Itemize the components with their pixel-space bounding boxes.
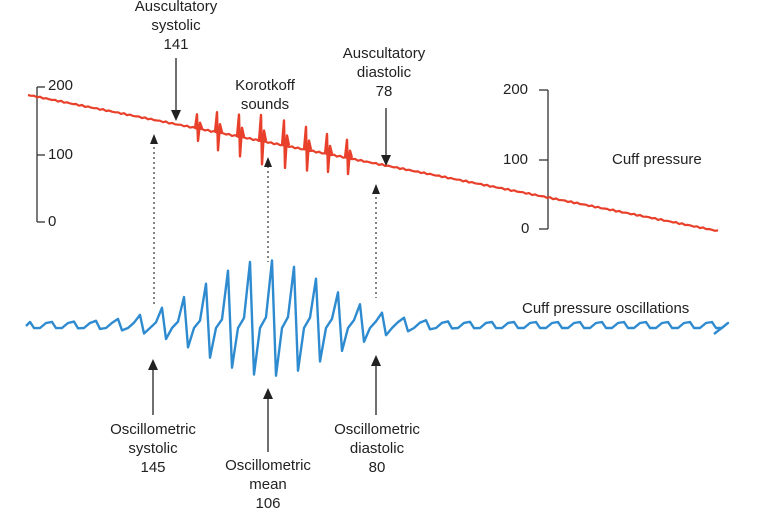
label-auscultatory-systolic: Auscultatory systolic 141 <box>111 0 241 54</box>
korotkoff-spike <box>343 138 354 176</box>
label-oscillometric-diastolic-value: 80 <box>368 459 386 476</box>
arrowhead-mean <box>264 157 272 167</box>
label-oscillometric-diastolic: Oscillometric diastolic 80 <box>312 420 442 477</box>
label-cuff-pressure: Cuff pressure <box>612 151 702 168</box>
label-oscillometric-systolic-line2: systolic <box>128 440 178 457</box>
dotted-connectors <box>153 142 377 305</box>
label-korotkoff-line1: Korotkoff <box>235 77 295 94</box>
label-oscillometric-mean-line1: Oscillometric <box>225 457 311 474</box>
label-oscillometric-mean-line2: mean <box>249 476 287 493</box>
label-korotkoff-sounds: Korotkoff sounds <box>210 76 320 114</box>
label-oscillometric-diastolic-line1: Oscillometric <box>334 421 420 438</box>
right-pressure-axis <box>539 89 549 230</box>
korotkoff-sounds <box>193 111 354 176</box>
korotkoff-spike <box>280 119 291 170</box>
korotkoff-spike <box>302 125 313 172</box>
cuff-pressure-line <box>27 93 719 232</box>
arrowhead-diastolic <box>372 184 380 194</box>
label-cuff-pressure-oscillations: Cuff pressure oscillations <box>522 300 690 317</box>
right-tick-100: 100 <box>503 151 529 168</box>
label-auscultatory-systolic-line1: Auscultatory <box>134 0 218 15</box>
label-auscultatory-diastolic-line2: diastolic <box>356 64 412 81</box>
label-korotkoff-line2: sounds <box>240 96 290 113</box>
label-oscillometric-diastolic-line2: diastolic <box>349 440 405 457</box>
label-auscultatory-diastolic: Auscultatory diastolic 78 <box>319 44 449 101</box>
korotkoff-spike <box>193 113 204 143</box>
left-pressure-axis <box>36 86 45 223</box>
label-auscultatory-systolic-line2: systolic <box>151 17 201 34</box>
label-auscultatory-diastolic-value: 78 <box>375 83 393 100</box>
left-tick-100: 100 <box>48 146 74 163</box>
cuff-oscillation-waveform <box>25 259 730 377</box>
label-oscillometric-systolic-line1: Oscillometric <box>110 421 196 438</box>
korotkoff-spike <box>257 113 268 166</box>
oscillometric-arrows <box>148 355 381 452</box>
connector-arrowheads <box>150 134 380 194</box>
arrowhead-systolic <box>150 134 158 144</box>
label-oscillometric-systolic: Oscillometric systolic 145 <box>88 420 218 477</box>
right-tick-200: 200 <box>503 81 529 98</box>
korotkoff-spike <box>213 111 224 152</box>
label-auscultatory-diastolic-line1: Auscultatory <box>342 45 426 62</box>
korotkoff-spike <box>235 113 246 158</box>
left-tick-0: 0 <box>48 213 57 230</box>
label-auscultatory-systolic-value: 141 <box>163 36 189 53</box>
korotkoff-spike <box>323 132 334 174</box>
right-tick-0: 0 <box>521 220 530 237</box>
label-oscillometric-systolic-value: 145 <box>140 459 166 476</box>
auscultatory-arrows <box>171 58 391 166</box>
label-oscillometric-mean: Oscillometric mean 106 <box>203 456 333 513</box>
label-oscillometric-mean-value: 106 <box>255 495 281 512</box>
left-tick-200: 200 <box>48 77 74 94</box>
